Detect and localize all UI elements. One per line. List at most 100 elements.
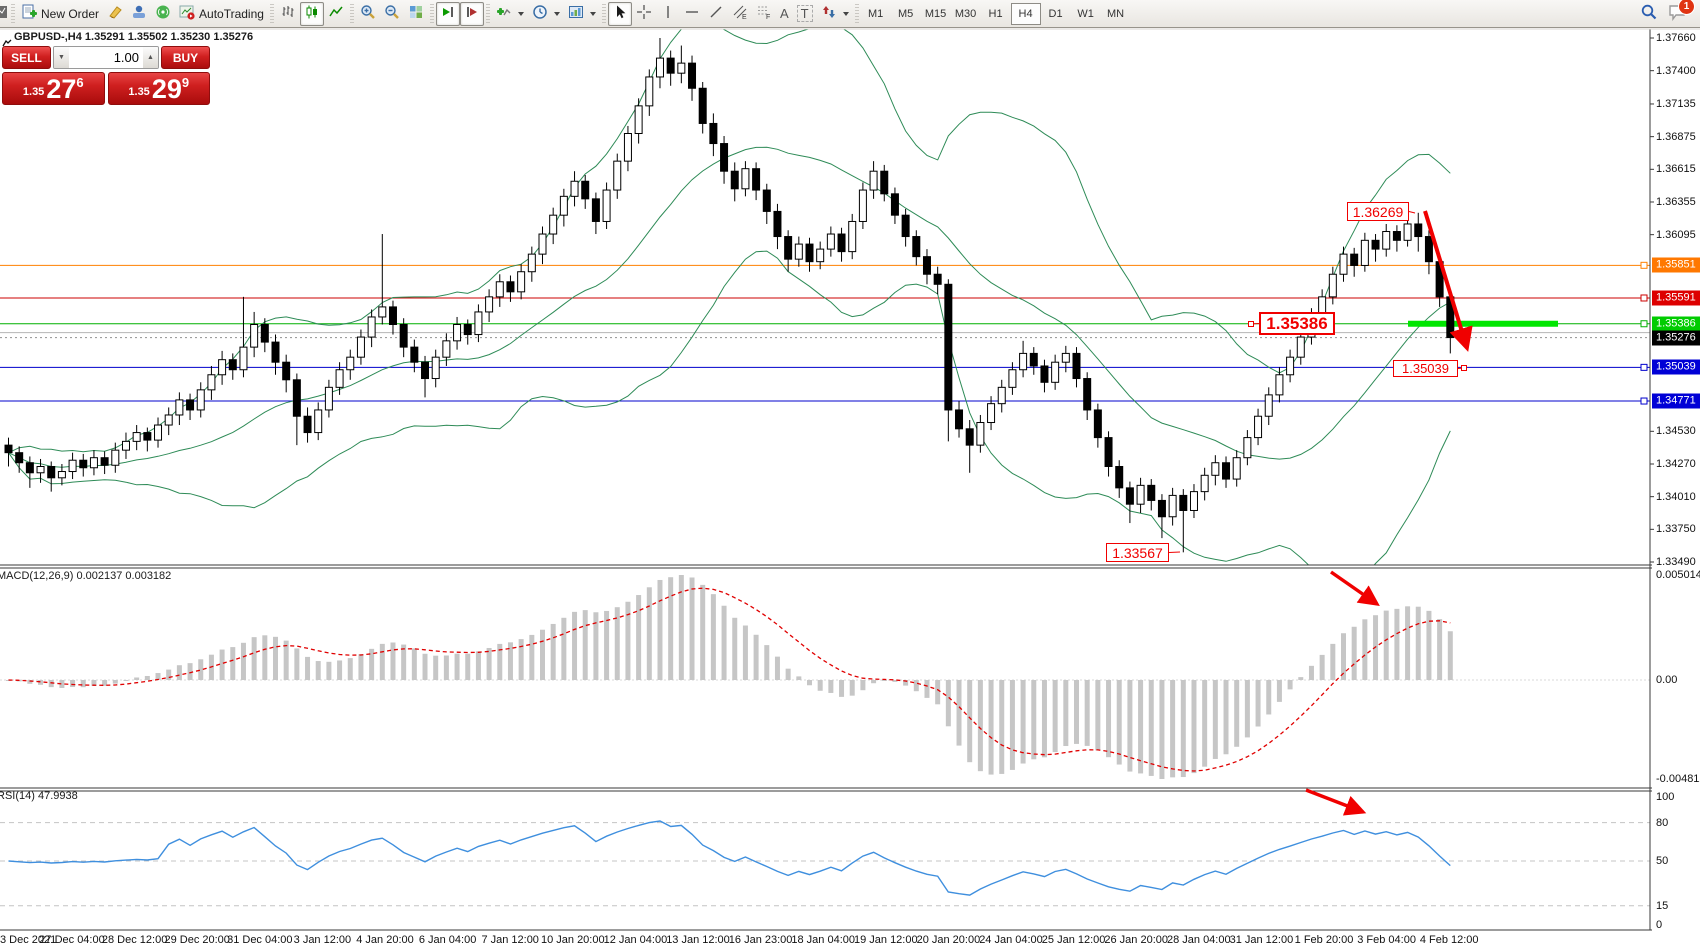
candle-body (773, 210, 782, 238)
tile-windows-button[interactable] (404, 2, 428, 26)
buy-button[interactable]: BUY (161, 46, 210, 69)
timeframe-m15[interactable]: M15 (924, 7, 947, 20)
candlestick-mode-button[interactable] (299, 1, 324, 26)
macd-histogram-bar (582, 610, 588, 680)
candle-body (698, 87, 707, 124)
time-axis-label: 31 Jan 12:00 (1229, 934, 1294, 946)
timeframe-m1[interactable]: M1 (867, 7, 884, 20)
new-order-icon (21, 4, 37, 23)
candle-body (68, 459, 77, 473)
timeframe-d1[interactable]: D1 (1048, 7, 1063, 20)
crosshair-tool-button[interactable] (632, 2, 656, 26)
label-tool-button[interactable]: T (793, 2, 817, 26)
line-handle (1640, 363, 1648, 371)
candle-body (1136, 484, 1145, 505)
macd-histogram-bar (1031, 680, 1037, 760)
trendline-icon (708, 4, 724, 23)
zoom-in-button[interactable] (356, 2, 380, 26)
autotrading-button[interactable]: AutoTrading (175, 2, 268, 26)
candle-body (1125, 487, 1134, 505)
rsi-indicator (0, 820, 1650, 907)
horizontal-line-icon (684, 4, 700, 23)
chart-shift-button[interactable] (459, 1, 484, 26)
trend-arrow (1305, 788, 1367, 816)
time-axis-label: 1 Feb 20:00 (1294, 934, 1354, 946)
candle-body (1339, 253, 1348, 275)
price-callout-label[interactable]: 1.35386 (1259, 312, 1335, 335)
chart-shift-icon (464, 4, 480, 23)
signal-button[interactable] (151, 2, 175, 26)
macd-histogram-bar (230, 647, 236, 680)
periods-button[interactable] (528, 2, 564, 26)
candle-body (303, 415, 312, 434)
sell-button[interactable]: SELL (2, 46, 51, 69)
bar-chart-mode-button[interactable] (276, 2, 300, 26)
sell-price-box[interactable]: 1.35 27 6 (2, 72, 105, 105)
timeframe-mn[interactable]: MN (1107, 7, 1125, 20)
candle-body (1115, 465, 1124, 489)
macd-histogram-bar (1244, 680, 1250, 738)
volume-decrease-button[interactable]: ▼ (54, 47, 69, 68)
auto-scroll-button[interactable] (435, 1, 460, 26)
indicators-caret[interactable] (517, 11, 524, 16)
support-highlight-bar[interactable] (1408, 320, 1558, 327)
price-axis-tick: 1.36355 (1656, 195, 1696, 208)
price-callout-label[interactable]: 1.33567 (1106, 543, 1169, 562)
indicators-button[interactable] (492, 2, 528, 26)
timeframe-h1[interactable]: H1 (988, 7, 1003, 20)
macd-histogram-bar (1106, 680, 1112, 758)
time-axis-label: 28 Dec 12:00 (101, 934, 168, 946)
volume-increase-button[interactable]: ▲ (143, 47, 158, 68)
chart-region[interactable]: GBPUSD-,H4 1.35291 1.35502 1.35230 1.352… (0, 28, 1700, 951)
fibonacci-tool-button[interactable]: F (752, 2, 776, 26)
periods-caret[interactable] (553, 11, 560, 16)
search-icon[interactable] (1640, 3, 1658, 24)
horizontal-line-tool-button[interactable] (680, 2, 704, 26)
vertical-line-tool-button[interactable] (656, 2, 680, 26)
text-tool-icon: A (779, 6, 789, 21)
crayon-button[interactable] (103, 2, 127, 26)
macd-histogram-bar (646, 587, 652, 680)
chart-canvas[interactable] (0, 28, 1700, 951)
arrows-tool-caret[interactable] (842, 11, 849, 16)
rsi-axis-tick: 100 (1656, 791, 1675, 803)
price-axis-tick: 1.37135 (1656, 97, 1696, 110)
macd-histogram-bar (134, 677, 140, 680)
timeframe-m30[interactable]: M30 (954, 7, 977, 20)
candle-body (581, 180, 590, 200)
volume-input[interactable] (69, 47, 143, 68)
price-callout-label[interactable]: 1.35039 (1393, 360, 1458, 377)
macd-histogram-bar (422, 653, 428, 680)
new-order-button[interactable]: New Order (17, 2, 103, 26)
chat-button[interactable]: 1 (1668, 0, 1695, 24)
rsi-line (8, 820, 1451, 896)
candle-body (1392, 231, 1401, 241)
price-callout-label[interactable]: 1.36269 (1347, 202, 1409, 221)
text-tool-button[interactable]: A (776, 2, 793, 26)
time-axis-label: 26 Jan 20:00 (1104, 934, 1168, 946)
terminal-button[interactable] (127, 2, 151, 26)
buy-price-box[interactable]: 1.35 29 9 (107, 72, 210, 105)
price-line-badge: 1.35591 (1652, 290, 1700, 306)
rsi-label: RSI(14) 47.9938 (0, 790, 78, 802)
line-chart-mode-button[interactable] (324, 2, 348, 26)
price-lines[interactable] (0, 261, 1650, 405)
templates-button[interactable] (564, 2, 600, 26)
channel-tool-button[interactable]: E (728, 2, 752, 26)
candle-body (1093, 409, 1102, 439)
cursor-tool-button[interactable] (607, 1, 632, 26)
candle-body (805, 243, 814, 263)
macd-histogram-bar (27, 680, 33, 684)
time-axis-label: 13 Jan 12:00 (666, 934, 730, 946)
trendline-tool-button[interactable] (704, 2, 728, 26)
templates-caret[interactable] (589, 11, 596, 16)
zoom-out-button[interactable] (380, 2, 404, 26)
candle-body (858, 189, 867, 222)
chart-annotations[interactable] (1168, 210, 1473, 816)
macd-histogram-bar (871, 680, 877, 684)
timeframe-h4[interactable]: H4 (1010, 2, 1041, 25)
arrows-tool-button[interactable] (817, 2, 853, 26)
timeframe-w1[interactable]: W1 (1077, 7, 1094, 20)
candle-body (1360, 239, 1369, 266)
timeframe-m5[interactable]: M5 (897, 7, 914, 20)
